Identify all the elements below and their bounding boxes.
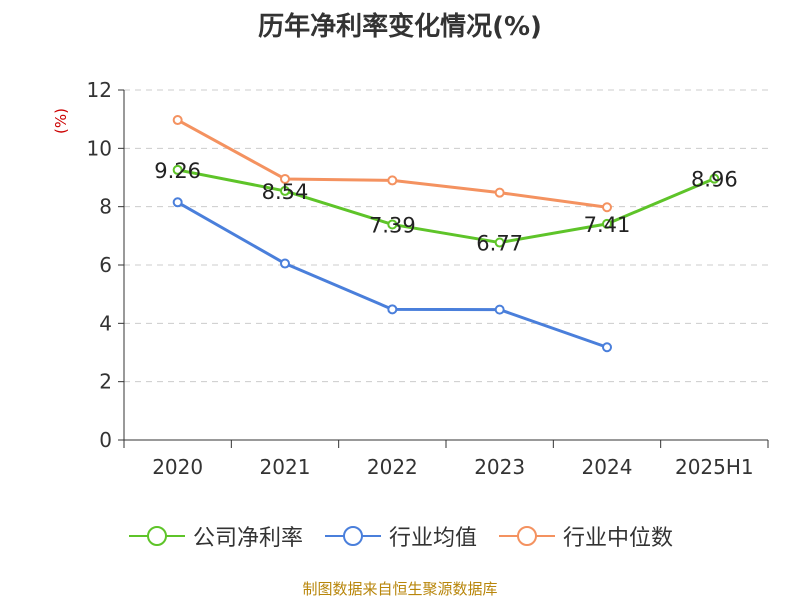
legend-item-industry-median[interactable]: 行业中位数 bbox=[497, 520, 673, 552]
y-tick-label: 8 bbox=[99, 195, 112, 219]
data-point bbox=[602, 342, 612, 353]
data-point bbox=[280, 258, 290, 269]
x-tick-label: 2021 bbox=[260, 455, 311, 479]
data-point bbox=[172, 164, 183, 175]
data-point bbox=[280, 173, 290, 184]
data-label: 8.54 bbox=[262, 180, 309, 204]
data-point bbox=[387, 219, 398, 230]
series-line bbox=[177, 168, 715, 245]
legend-label-industry-mean: 行业均值 bbox=[388, 526, 477, 551]
x-tick-label: 2020 bbox=[152, 455, 203, 479]
data-label: 9.26 bbox=[154, 159, 201, 183]
y-tick-label: 4 bbox=[99, 311, 112, 335]
data-point bbox=[387, 304, 398, 315]
y-tick-label: 0 bbox=[99, 428, 112, 452]
data-point bbox=[172, 197, 183, 208]
data-label: 7.39 bbox=[369, 213, 416, 237]
data-point bbox=[494, 237, 505, 248]
data-point bbox=[387, 175, 398, 186]
line-chart: 0 2 4 6 8 10 12 2020 2021 2022 2023 2024 2025H1 9.26 8… bbox=[87, 78, 769, 479]
legend-item-industry-mean[interactable]: 行业均值 bbox=[323, 520, 477, 552]
legend-label-company: 公司净利率 bbox=[192, 526, 303, 551]
y-tick-label: 12 bbox=[87, 78, 112, 102]
x-tick-label: 2022 bbox=[367, 455, 418, 479]
y-tick-label: 10 bbox=[87, 136, 112, 160]
series-line bbox=[176, 118, 608, 209]
data-point bbox=[280, 185, 290, 196]
x-tick-label: 2025H1 bbox=[675, 455, 754, 479]
x-tick-label: 2024 bbox=[582, 455, 633, 479]
data-label: 8.96 bbox=[691, 168, 738, 192]
x-tick-label: 2023 bbox=[474, 455, 525, 479]
data-point bbox=[709, 173, 720, 184]
legend-swatch-industry-mean-icon bbox=[324, 526, 381, 546]
data-point bbox=[602, 202, 612, 213]
data-source-note: 制图数据来自恒生聚源数据库 bbox=[302, 580, 498, 598]
legend-label-industry-median: 行业中位数 bbox=[563, 526, 674, 551]
chart-legend: 公司净利率 行业均值 行业中位数 bbox=[0, 520, 800, 552]
data-point bbox=[172, 115, 183, 126]
legend-swatch-company-icon bbox=[128, 526, 185, 546]
legend-item-company[interactable]: 公司净利率 bbox=[127, 520, 303, 552]
y-tick-label: 6 bbox=[99, 253, 112, 277]
y-tick-label: 2 bbox=[99, 370, 112, 394]
data-label: 7.41 bbox=[584, 213, 631, 237]
chart-title: 历年净利率变化情况(%) bbox=[258, 12, 542, 42]
data-label: 6.77 bbox=[476, 232, 523, 256]
data-point bbox=[494, 304, 505, 315]
data-point bbox=[602, 218, 612, 229]
data-point bbox=[494, 187, 505, 198]
legend-swatch-industry-median-icon bbox=[499, 526, 555, 546]
